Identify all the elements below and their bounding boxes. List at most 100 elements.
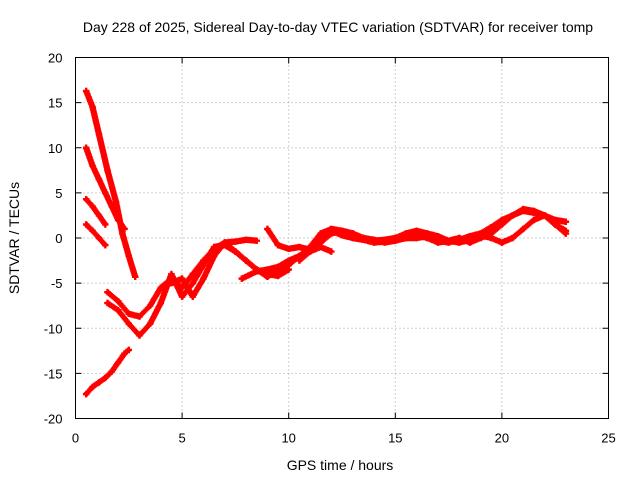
data-point xyxy=(296,257,303,264)
data-point xyxy=(102,189,109,197)
x-tick-label: 20 xyxy=(495,431,509,446)
data-point xyxy=(413,234,420,242)
data-point xyxy=(264,266,271,273)
data-point xyxy=(125,252,132,260)
data-point xyxy=(264,273,271,281)
data-point xyxy=(119,230,126,237)
series-track-8 xyxy=(168,239,335,300)
data-point xyxy=(253,268,260,275)
data-point xyxy=(114,297,122,305)
data-point xyxy=(238,275,245,282)
data-point xyxy=(477,230,484,237)
data-point xyxy=(509,234,516,242)
y-tick-label: 5 xyxy=(55,186,62,201)
data-point xyxy=(498,239,506,246)
data-point xyxy=(274,272,282,280)
data-point xyxy=(102,242,109,249)
data-point xyxy=(232,248,239,255)
data-point xyxy=(562,227,570,234)
data-point xyxy=(121,350,128,357)
data-point xyxy=(102,221,109,228)
y-tick-label: -10 xyxy=(44,321,63,336)
data-point xyxy=(146,302,154,309)
data-point xyxy=(498,216,506,224)
data-point xyxy=(104,288,111,296)
data-point xyxy=(488,223,495,231)
data-point xyxy=(328,227,335,234)
x-tick-label: 0 xyxy=(72,431,79,446)
series-track-2 xyxy=(82,144,128,233)
data-point xyxy=(370,239,378,246)
data-point xyxy=(125,320,132,327)
chart-title: Day 228 of 2025, Sidereal Day-to-day VTE… xyxy=(83,19,593,35)
data-point xyxy=(210,252,218,260)
data-point xyxy=(285,245,292,253)
data-point xyxy=(104,299,111,307)
data-point xyxy=(317,234,324,242)
data-point xyxy=(157,284,164,291)
data-point xyxy=(131,273,139,281)
series-track-11 xyxy=(296,205,570,264)
data-point xyxy=(82,221,90,228)
data-series xyxy=(82,87,570,398)
data-point xyxy=(445,239,452,246)
data-point xyxy=(95,234,103,242)
y-tick-label: 0 xyxy=(55,231,62,246)
data-point xyxy=(125,346,132,354)
data-point xyxy=(95,131,103,138)
data-point xyxy=(168,270,175,278)
data-point xyxy=(136,332,143,339)
data-point xyxy=(530,216,538,224)
data-point xyxy=(82,195,90,203)
data-point xyxy=(114,359,122,366)
data-point xyxy=(232,238,239,245)
axis-ticks: 0 5 10 15 20 25 -20 -15 -10 -5 0 5 10 15 20 xyxy=(44,51,616,446)
data-point xyxy=(456,236,463,244)
data-point xyxy=(520,205,527,213)
data-point xyxy=(89,227,96,234)
data-point xyxy=(82,87,90,95)
data-point xyxy=(95,176,103,183)
data-point xyxy=(274,263,282,271)
x-tick-label: 10 xyxy=(281,431,295,446)
data-point xyxy=(82,144,90,151)
data-point xyxy=(424,232,431,240)
data-point xyxy=(360,236,367,244)
data-point xyxy=(392,236,399,244)
data-point xyxy=(89,103,96,111)
data-point xyxy=(200,261,207,269)
data-point xyxy=(136,313,143,320)
data-point xyxy=(210,243,218,251)
data-point xyxy=(104,167,111,174)
data-point xyxy=(189,279,196,287)
data-point xyxy=(189,293,196,300)
data-point xyxy=(121,225,128,233)
y-tick-label: -5 xyxy=(51,276,63,291)
data-point xyxy=(146,320,154,327)
data-point xyxy=(488,234,495,242)
data-point xyxy=(157,299,164,307)
data-point xyxy=(178,275,186,282)
y-tick-label: -20 xyxy=(44,412,63,427)
data-point xyxy=(89,203,96,210)
data-point xyxy=(274,242,282,249)
data-point xyxy=(381,238,388,245)
data-point xyxy=(466,232,474,240)
data-point xyxy=(112,198,120,206)
data-point xyxy=(95,379,103,386)
data-point xyxy=(296,243,303,251)
data-point xyxy=(242,257,250,264)
data-point xyxy=(413,227,420,234)
series-track-4 xyxy=(82,221,109,249)
y-tick-label: 20 xyxy=(48,51,62,66)
data-point xyxy=(178,293,186,300)
data-point xyxy=(102,374,109,382)
data-point xyxy=(89,162,96,169)
data-point xyxy=(242,236,250,244)
data-point xyxy=(200,275,207,282)
data-point xyxy=(509,212,516,219)
data-point xyxy=(285,257,292,264)
data-point xyxy=(95,212,103,219)
data-point xyxy=(552,221,559,228)
data-point xyxy=(114,307,122,314)
